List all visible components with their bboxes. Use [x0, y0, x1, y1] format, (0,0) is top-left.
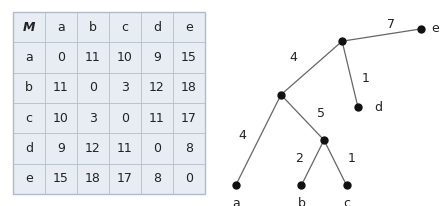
Bar: [141, 42, 173, 73]
Bar: [77, 103, 109, 133]
Text: 10: 10: [117, 51, 133, 64]
Bar: [109, 103, 141, 133]
Bar: [77, 12, 109, 42]
Bar: [13, 133, 45, 164]
Text: 18: 18: [181, 81, 197, 94]
Text: b: b: [297, 197, 305, 206]
Text: c: c: [121, 21, 128, 34]
Bar: [173, 73, 205, 103]
Text: 0: 0: [57, 51, 65, 64]
Text: 9: 9: [153, 51, 161, 64]
Bar: [141, 103, 173, 133]
Bar: [13, 164, 45, 194]
Text: e: e: [185, 21, 193, 34]
Bar: [45, 12, 77, 42]
Bar: [109, 133, 141, 164]
Bar: [45, 42, 77, 73]
Bar: [173, 164, 205, 194]
Bar: [141, 133, 173, 164]
Text: c: c: [343, 197, 350, 206]
Text: 0: 0: [121, 112, 129, 125]
Bar: [141, 12, 173, 42]
Text: e: e: [431, 22, 439, 35]
Text: 0: 0: [89, 81, 97, 94]
Text: 12: 12: [85, 142, 101, 155]
Bar: [77, 164, 109, 194]
Text: b: b: [89, 21, 97, 34]
Text: 2: 2: [295, 152, 303, 165]
Text: b: b: [25, 81, 33, 94]
Text: 0: 0: [185, 172, 193, 185]
Bar: [173, 42, 205, 73]
Text: 8: 8: [185, 142, 193, 155]
Bar: [173, 103, 205, 133]
Bar: [13, 42, 45, 73]
Bar: [45, 133, 77, 164]
Bar: [109, 42, 141, 73]
Text: 7: 7: [387, 18, 395, 31]
Bar: [13, 103, 45, 133]
Text: e: e: [25, 172, 33, 185]
Text: a: a: [232, 197, 240, 206]
Text: M: M: [23, 21, 35, 34]
Text: 17: 17: [181, 112, 197, 125]
Bar: [77, 42, 109, 73]
Text: 8: 8: [153, 172, 161, 185]
Bar: [77, 73, 109, 103]
Bar: [45, 103, 77, 133]
Bar: [109, 12, 141, 42]
Text: a: a: [25, 51, 33, 64]
Text: 3: 3: [89, 112, 97, 125]
Text: d: d: [153, 21, 161, 34]
Text: 3: 3: [121, 81, 129, 94]
Bar: [45, 164, 77, 194]
Bar: [173, 12, 205, 42]
Text: 4: 4: [238, 129, 246, 143]
Text: c: c: [25, 112, 32, 125]
Text: 10: 10: [53, 112, 69, 125]
Text: 15: 15: [181, 51, 197, 64]
Text: 11: 11: [53, 81, 69, 94]
Text: d: d: [25, 142, 33, 155]
Bar: [141, 164, 173, 194]
Bar: [109, 164, 141, 194]
Bar: [77, 133, 109, 164]
Bar: [109, 73, 141, 103]
Text: 11: 11: [85, 51, 101, 64]
Text: 9: 9: [57, 142, 65, 155]
Text: 18: 18: [85, 172, 101, 185]
Text: 4: 4: [289, 51, 297, 64]
Text: 11: 11: [117, 142, 133, 155]
Text: 12: 12: [149, 81, 165, 94]
Text: d: d: [374, 101, 382, 114]
Bar: [13, 12, 45, 42]
Text: 15: 15: [53, 172, 69, 185]
Text: 11: 11: [149, 112, 165, 125]
Text: 1: 1: [362, 72, 370, 85]
Text: 17: 17: [117, 172, 133, 185]
Text: 1: 1: [347, 152, 355, 165]
Text: 5: 5: [317, 107, 325, 120]
Text: 0: 0: [153, 142, 161, 155]
Text: a: a: [57, 21, 65, 34]
Bar: [141, 73, 173, 103]
Bar: [13, 73, 45, 103]
Bar: [45, 73, 77, 103]
Bar: [173, 133, 205, 164]
